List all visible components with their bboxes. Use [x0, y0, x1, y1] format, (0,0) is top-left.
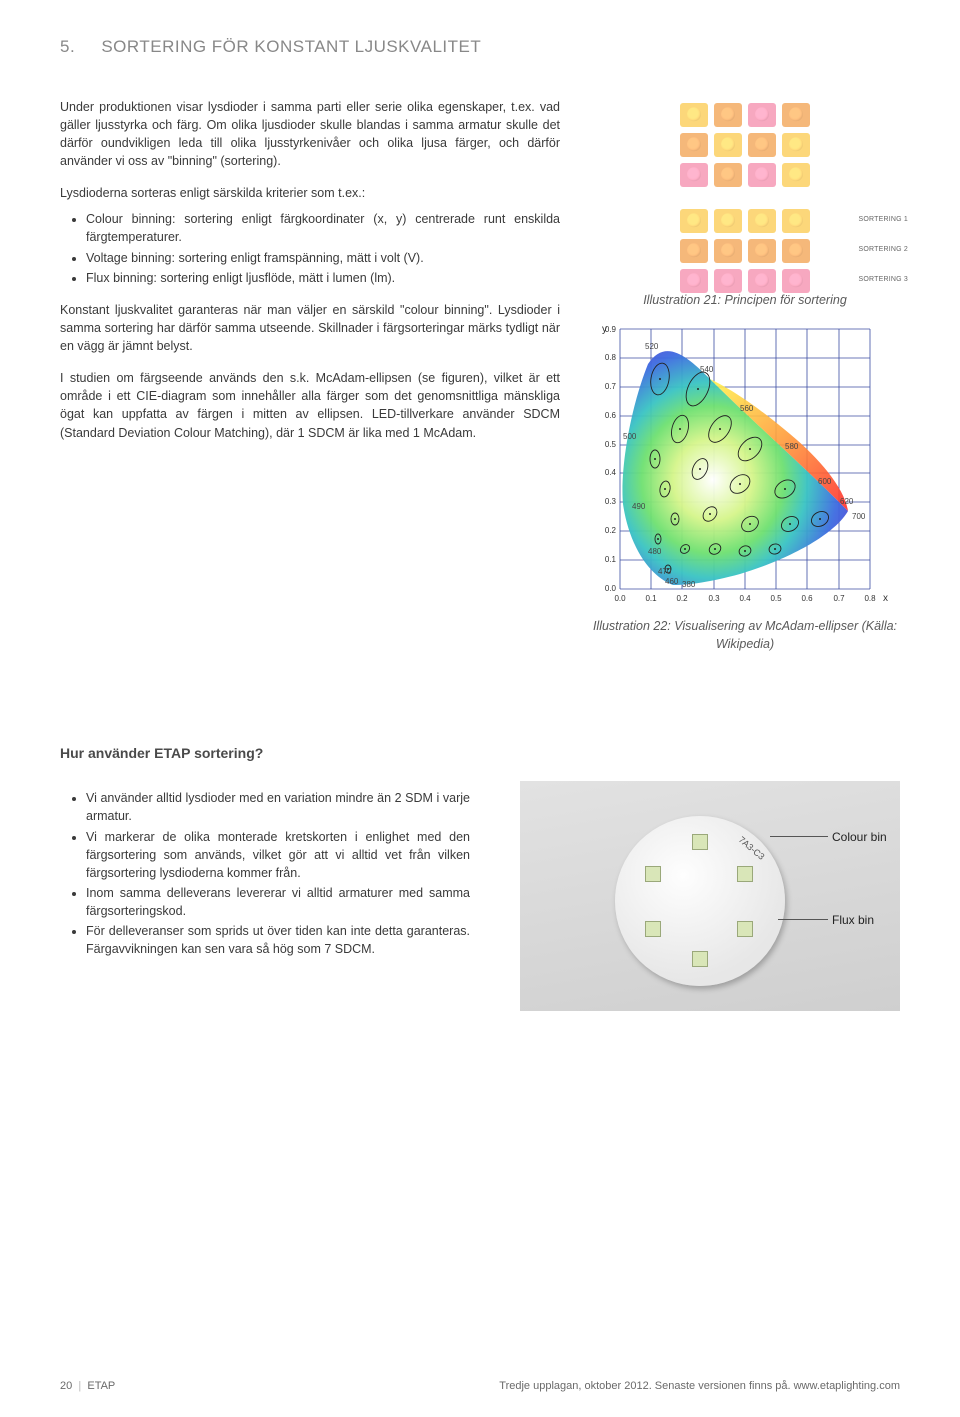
etap-list: Vi använder alltid lysdioder med en vari… [60, 789, 470, 958]
footer-brand: ETAP [87, 1380, 115, 1392]
svg-text:0.7: 0.7 [605, 382, 617, 391]
svg-text:580: 580 [785, 442, 799, 451]
pcb-colour-bin-label: Colour bin [832, 829, 887, 846]
list-item: Colour binning: sortering enligt färgkoo… [86, 210, 560, 246]
pcb-photo: 7A3-C3 Colour bin Flux bin [520, 781, 900, 1011]
list-item: Voltage binning: sortering enligt framsp… [86, 249, 560, 267]
cie-diagram: 0.0 0.1 0.2 0.3 0.4 0.5 0.6 0.7 0.8 0.0 0.1 0.2 0.3… [590, 319, 890, 609]
svg-text:0.7: 0.7 [833, 594, 845, 603]
svg-text:540: 540 [700, 365, 714, 374]
svg-text:0.5: 0.5 [605, 440, 617, 449]
svg-text:500: 500 [623, 432, 637, 441]
subsection-heading: Hur använder ETAP sortering? [60, 743, 900, 763]
list-item: För delleveranser som sprids ut över tid… [86, 922, 470, 958]
sorting-illustration: SORTERING 1 SORTERING 2 SORTERING 3 [590, 103, 900, 283]
pcb-flux-bin-label: Flux bin [832, 912, 874, 929]
svg-text:620: 620 [840, 497, 854, 506]
svg-text:0.6: 0.6 [801, 594, 813, 603]
svg-text:470: 470 [658, 567, 672, 576]
paragraph-1: Under produktionen visar lysdioder i sam… [60, 98, 560, 171]
footer-separator: | [78, 1380, 81, 1392]
sort-label-2: SORTERING 2 [858, 245, 908, 255]
svg-text:460: 460 [665, 577, 679, 586]
list-item: Vi markerar de olika monterade kretskort… [86, 828, 470, 882]
section-heading: 5. SORTERING FÖR KONSTANT LJUSKVALITET [60, 35, 900, 60]
svg-text:0.5: 0.5 [770, 594, 782, 603]
svg-text:380: 380 [682, 580, 696, 589]
svg-text:600: 600 [818, 477, 832, 486]
list-item: Inom samma delleverans levererar vi allt… [86, 884, 470, 920]
criteria-list: Colour binning: sortering enligt färgkoo… [60, 210, 560, 287]
svg-text:0.6: 0.6 [605, 411, 617, 420]
svg-text:0.0: 0.0 [605, 584, 617, 593]
svg-text:0.2: 0.2 [605, 526, 617, 535]
svg-text:0.1: 0.1 [645, 594, 657, 603]
svg-text:560: 560 [740, 404, 754, 413]
caption-illustration-22: Illustration 22: Visualisering av McAdam… [590, 617, 900, 653]
page-footer: 20 | ETAP Tredje upplagan, oktober 2012.… [60, 1379, 900, 1395]
paragraph-3: Konstant ljuskvalitet garanteras när man… [60, 301, 560, 355]
svg-text:490: 490 [632, 502, 646, 511]
svg-text:480: 480 [648, 547, 662, 556]
svg-text:0.3: 0.3 [708, 594, 720, 603]
paragraph-2: Lysdioderna sorteras enligt särskilda kr… [60, 184, 560, 202]
svg-text:0.4: 0.4 [605, 468, 617, 477]
footer-page-number: 20 [60, 1380, 72, 1392]
svg-text:0.0: 0.0 [614, 594, 626, 603]
svg-text:0.8: 0.8 [605, 353, 617, 362]
svg-text:700: 700 [852, 512, 866, 521]
sort-label-1: SORTERING 1 [858, 215, 908, 225]
list-item: Vi använder alltid lysdioder med en vari… [86, 789, 470, 825]
footer-right: Tredje upplagan, oktober 2012. Senaste v… [499, 1379, 900, 1395]
list-item: Flux binning: sortering enligt ljusflöde… [86, 269, 560, 287]
svg-text:y: y [602, 324, 607, 335]
heading-text: SORTERING FÖR KONSTANT LJUSKVALITET [101, 37, 481, 56]
svg-text:0.3: 0.3 [605, 497, 617, 506]
svg-text:0.1: 0.1 [605, 555, 617, 564]
svg-text:0.8: 0.8 [864, 594, 876, 603]
svg-text:0.2: 0.2 [676, 594, 688, 603]
paragraph-4: I studien om färgseende används den s.k.… [60, 369, 560, 442]
svg-text:520: 520 [645, 342, 659, 351]
svg-text:0.4: 0.4 [739, 594, 751, 603]
heading-prefix: 5. [60, 37, 75, 56]
sort-label-3: SORTERING 3 [858, 275, 908, 285]
svg-text:x: x [883, 593, 888, 604]
